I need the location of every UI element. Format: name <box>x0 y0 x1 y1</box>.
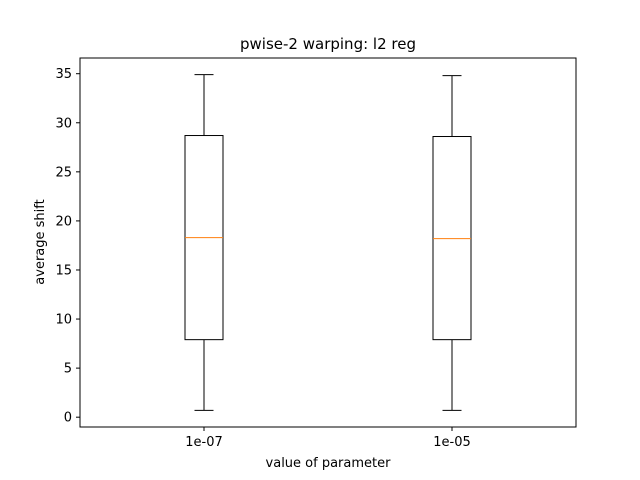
y-tick-label: 30 <box>55 116 72 131</box>
y-axis: 0 5 10 15 20 25 30 35 <box>55 67 80 426</box>
boxes-layer <box>184 74 472 411</box>
chart-title: pwise-2 warping: l2 reg <box>240 35 416 53</box>
x-axis: 1e-07 1e-05 <box>185 427 471 450</box>
plot-frame <box>79 57 577 428</box>
y-tick-label: 0 <box>64 411 72 426</box>
y-tick-label: 35 <box>55 67 72 82</box>
box-1e-07 <box>184 74 224 411</box>
y-axis-label: average shift <box>33 199 48 284</box>
x-tick-label: 1e-05 <box>433 435 471 450</box>
x-tick-label: 1e-07 <box>185 435 223 450</box>
x-axis-label: value of parameter <box>266 456 392 471</box>
y-tick-label: 10 <box>55 313 72 328</box>
y-tick-label: 15 <box>55 263 72 278</box>
box-1e-05 <box>432 75 472 411</box>
y-tick-label: 20 <box>55 214 72 229</box>
y-tick-label: 5 <box>64 362 72 377</box>
y-tick-label: 25 <box>55 165 72 180</box>
